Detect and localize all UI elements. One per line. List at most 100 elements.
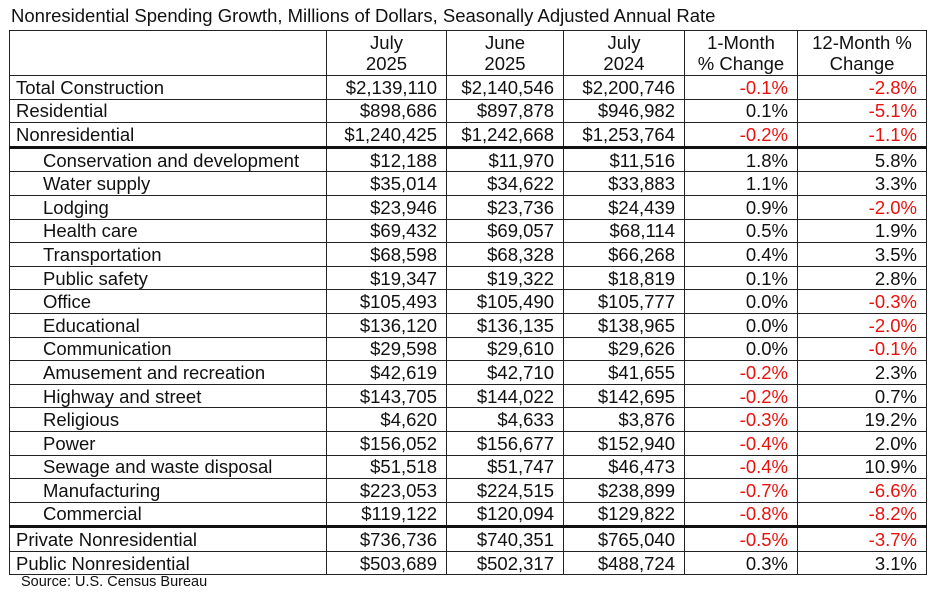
row-label: Water supply	[9, 171, 327, 196]
table-row: Commercial $119,122 $120,094 $129,822 -0.8% -…	[9, 501, 927, 529]
header-label	[9, 30, 327, 76]
cell-m1: 0.5%	[684, 218, 798, 244]
cell-jul2024: $66,268	[563, 242, 685, 267]
cell-jul2024: $765,040	[563, 526, 685, 552]
table-row: Public Nonresidential $503,689 $502,317 $48…	[9, 550, 927, 576]
cell-jul2025: $156,052	[326, 430, 447, 456]
row-label: Religious	[9, 407, 327, 432]
cell-jun2025: $897,878	[446, 98, 564, 124]
table-row: Lodging $23,946 $23,736 $24,439 0.9% -2.0%	[9, 194, 927, 220]
cell-jul2024: $946,982	[563, 98, 685, 124]
table-row: Public safety $19,347 $19,322 $18,819 0.1% 2.…	[9, 265, 927, 291]
row-label: Educational	[9, 312, 327, 338]
cell-jun2025: $42,710	[446, 360, 564, 385]
cell-jul2025: $143,705	[326, 383, 447, 409]
cell-jun2025: $740,351	[446, 526, 564, 552]
cell-jul2024: $33,883	[563, 171, 685, 196]
row-label: Office	[9, 289, 327, 314]
header-july-2024: July 2024	[563, 30, 685, 76]
cell-jun2025: $136,135	[446, 312, 564, 338]
cell-jul2025: $12,188	[326, 146, 447, 173]
cell-m12: -8.2%	[797, 501, 927, 529]
cell-jul2024: $152,940	[563, 430, 685, 456]
cell-jul2024: $68,114	[563, 218, 685, 244]
table-row: Power $156,052 $156,677 $152,940 -0.4% 2.0%	[9, 430, 927, 456]
header-line2: 2025	[484, 53, 526, 74]
cell-jun2025: $502,317	[446, 550, 564, 576]
cell-jul2025: $2,139,110	[326, 75, 447, 100]
cell-jun2025: $34,622	[446, 171, 564, 196]
cell-jul2025: $29,598	[326, 336, 447, 362]
cell-jul2025: $35,014	[326, 171, 447, 196]
table-title: Nonresidential Spending Growth, Millions…	[11, 5, 716, 26]
cell-m12: 3.1%	[797, 550, 927, 576]
cell-jul2024: $129,822	[563, 501, 685, 529]
cell-m1: 0.0%	[684, 289, 798, 314]
cell-m12: 3.5%	[797, 242, 927, 267]
cell-m1: -0.2%	[684, 383, 798, 409]
cell-jul2024: $46,473	[563, 454, 685, 480]
cell-jul2024: $488,724	[563, 550, 685, 576]
cell-m12: -2.8%	[797, 75, 927, 100]
cell-m1: 0.3%	[684, 550, 798, 576]
cell-jul2024: $138,965	[563, 312, 685, 338]
cell-m1: -0.7%	[684, 478, 798, 503]
cell-jul2024: $11,516	[563, 146, 685, 173]
cell-jul2025: $68,598	[326, 242, 447, 267]
header-line1: July	[370, 31, 403, 53]
table-row: Highway and street $143,705 $144,022 $142,6…	[9, 383, 927, 409]
header-line1: 12-Month %	[812, 31, 912, 53]
header-row: July 2025 June 2025 July 2024 1-Month% Chan…	[9, 30, 927, 76]
cell-m1: 0.4%	[684, 242, 798, 267]
row-label: Public safety	[9, 265, 327, 291]
cell-m12: 0.7%	[797, 383, 927, 409]
source-note: Source: U.S. Census Bureau	[21, 574, 208, 590]
cell-m12: -1.1%	[797, 122, 927, 149]
cell-jun2025: $4,633	[446, 407, 564, 432]
cell-jul2025: $4,620	[326, 407, 447, 432]
cell-jul2025: $23,946	[326, 194, 447, 220]
cell-m12: 5.8%	[797, 146, 927, 173]
header-june-2025: June 2025	[446, 30, 564, 76]
table-row: Educational $136,120 $136,135 $138,965 0.0% -…	[9, 312, 927, 338]
table-row: Health care $69,432 $69,057 $68,114 0.5% 1.9%	[9, 218, 927, 244]
spending-table: July 2025 June 2025 July 2024 1-Month% Chan…	[9, 30, 927, 576]
cell-jun2025: $23,736	[446, 194, 564, 220]
cell-m12: -2.0%	[797, 312, 927, 338]
cell-m12: -2.0%	[797, 194, 927, 220]
cell-m1: 0.0%	[684, 336, 798, 362]
cell-jul2025: $898,686	[326, 98, 447, 124]
header-12-month-change: 12-Month % Change	[797, 30, 927, 76]
header-line1: 1-Month	[707, 31, 775, 53]
cell-m1: -0.4%	[684, 454, 798, 480]
cell-jul2024: $24,439	[563, 194, 685, 220]
header-line1: June	[484, 31, 526, 53]
cell-jul2025: $503,689	[326, 550, 447, 576]
cell-jul2025: $69,432	[326, 218, 447, 244]
table-row: Transportation $68,598 $68,328 $66,268 0.4% 3…	[9, 242, 927, 267]
cell-m1: 0.1%	[684, 98, 798, 124]
cell-m1: -0.2%	[684, 360, 798, 385]
cell-m12: -6.6%	[797, 478, 927, 503]
cell-m1: -0.8%	[684, 501, 798, 529]
cell-m1: -0.1%	[684, 75, 798, 100]
cell-jul2025: $42,619	[326, 360, 447, 385]
table-row: Total Construction $2,139,110 $2,140,546 $2…	[9, 75, 927, 100]
cell-jul2024: $18,819	[563, 265, 685, 291]
cell-jul2025: $223,053	[326, 478, 447, 503]
cell-m1: -0.4%	[684, 430, 798, 456]
row-label: Conservation and development	[9, 146, 327, 173]
row-label: Sewage and waste disposal	[9, 454, 327, 480]
table-row: Religious $4,620 $4,633 $3,876 -0.3% 19.2%	[9, 407, 927, 432]
cell-m12: -3.7%	[797, 526, 927, 552]
cell-jul2024: $41,655	[563, 360, 685, 385]
cell-m1: 0.1%	[684, 265, 798, 291]
row-label: Communication	[9, 336, 327, 362]
cell-jun2025: $69,057	[446, 218, 564, 244]
table-row: Water supply $35,014 $34,622 $33,883 1.1% 3.3…	[9, 171, 927, 196]
cell-m1: 1.1%	[684, 171, 798, 196]
cell-jun2025: $105,490	[446, 289, 564, 314]
cell-m12: -5.1%	[797, 98, 927, 124]
header-line2: 2025	[365, 53, 408, 74]
cell-jul2025: $105,493	[326, 289, 447, 314]
